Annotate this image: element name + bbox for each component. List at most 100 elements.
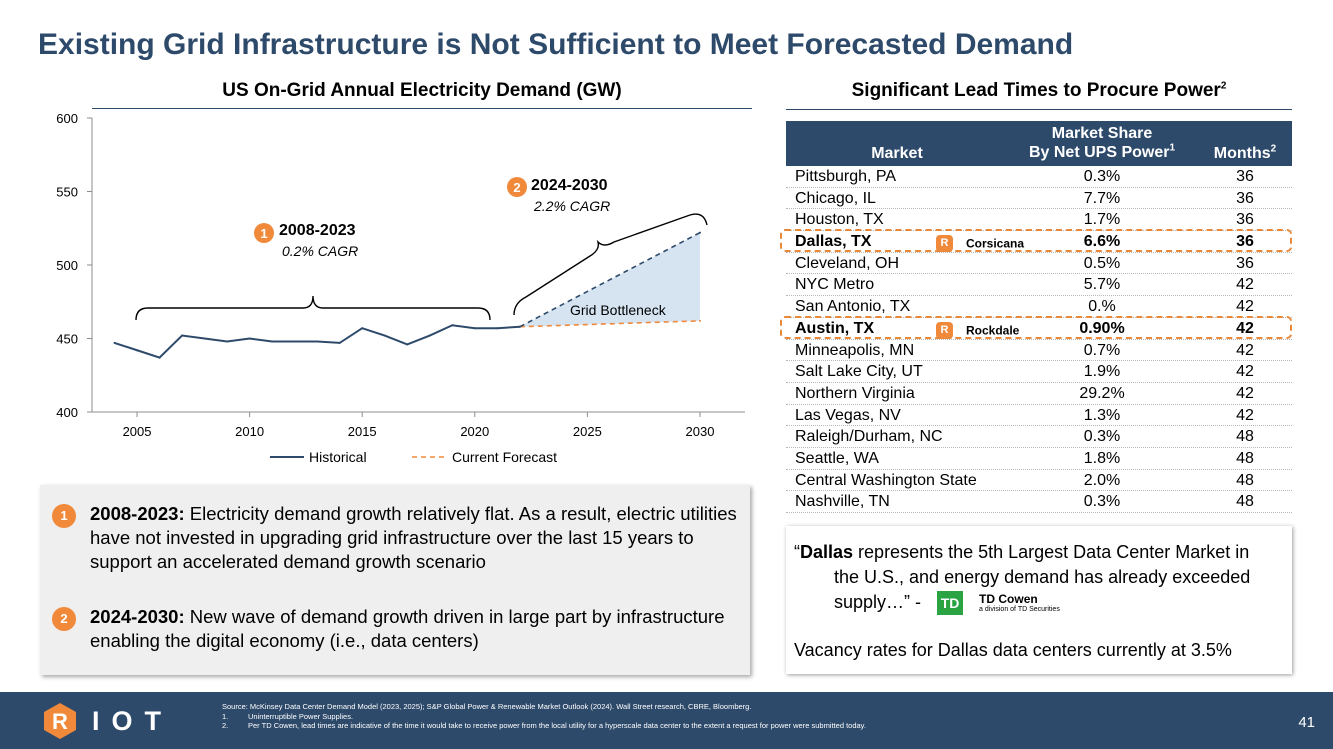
data-point: [698, 231, 701, 234]
badge-circle: [507, 177, 527, 197]
data-point: [203, 337, 206, 340]
cell-months: 42: [1236, 363, 1254, 381]
cell-share: 2.0%: [1083, 471, 1121, 489]
table-row: Salt Lake City, UT 1.9% 42: [786, 361, 1292, 383]
chart-title: US On-Grid Annual Electricity Demand (GW…: [222, 80, 622, 101]
annotation-2024-2030: 2024-2030: [531, 177, 608, 194]
badge-number: 2: [513, 180, 520, 195]
cell-share: 0.3%: [1083, 493, 1121, 511]
cell-market: Northern Virginia: [795, 384, 915, 402]
riot-hexagon-icon: R: [44, 703, 76, 739]
y-tick-label: 400: [56, 405, 78, 420]
cell-share: 5.7%: [1083, 276, 1121, 294]
brace-2024-2030: [513, 213, 708, 316]
notes-panel: [40, 485, 750, 675]
x-tick-label: 2020: [460, 424, 489, 439]
cell-share: 29.2%: [1079, 384, 1125, 402]
note-2024-2030: 2 2024-2030: New wave of demand growth d…: [50, 605, 740, 653]
data-point: [383, 334, 386, 337]
data-point: [406, 343, 409, 346]
sources-footnotes: Source: McKinsey Data Center Demand Mode…: [222, 702, 866, 731]
cell-share: 1.8%: [1083, 449, 1121, 467]
data-point: [473, 327, 476, 330]
cell-share: 1.9%: [1083, 363, 1121, 381]
brace-2008-2023: [135, 295, 491, 321]
badge-number: 1: [260, 226, 267, 241]
highlight-frame: [780, 229, 1292, 253]
table-row: San Antonio, TX 0.% 42: [786, 296, 1292, 318]
cell-months: 42: [1236, 319, 1254, 337]
source-line: Source: McKinsey Data Center Demand Mode…: [222, 702, 752, 711]
cell-market: Minneapolis, MN: [795, 341, 915, 359]
td-cowen-logo: TD Cowen a division of TD Securities: [979, 591, 1060, 613]
table-row: Central Washington State 2.0% 48: [786, 470, 1292, 492]
site-label: R Corsicana: [936, 233, 1024, 254]
cell-market: Las Vegas, NV: [795, 406, 901, 424]
table-row: Houston, TX 1.7% 36: [786, 209, 1292, 232]
riot-site-icon: R: [936, 322, 953, 340]
data-point: [428, 334, 431, 337]
table-row: Austin, TX R Rockdale 0.90% 42: [780, 315, 1292, 340]
footer-bar: R IOT Source: McKinsey Data Center Deman…: [0, 692, 1333, 749]
table-row: NYC Metro 5.7% 42: [786, 274, 1292, 297]
data-point: [496, 327, 499, 330]
series-line-2: [519, 231, 701, 328]
cell-share: 0.3%: [1083, 428, 1121, 446]
quote-panel: “Dallas represents the 5th Largest Data …: [786, 526, 1292, 674]
table-row: Seattle, WA 1.8% 48: [786, 448, 1292, 470]
cell-market: Houston, TX: [795, 211, 884, 229]
data-point: [338, 341, 341, 344]
cell-share: 6.6%: [1083, 233, 1121, 251]
cell-months: 42: [1236, 298, 1254, 316]
cell-market: Pittsburgh, PA: [795, 168, 897, 185]
cell-market: Chicago, IL: [795, 189, 876, 207]
x-tick-label: 2015: [348, 424, 377, 439]
demand-chart: 400 450 500 550 600 2005 2010 2015 2020 2025 2030 1…: [56, 111, 745, 465]
footnote-1: 1. Uninterruptible Power Supplies.: [222, 711, 354, 721]
cell-months: 36: [1236, 211, 1254, 229]
y-tick-label: 550: [56, 185, 78, 200]
cell-months: 42: [1236, 341, 1254, 359]
legend-historical: Historical: [309, 449, 367, 465]
table-row: Cleveland, OH 0.5% 36: [786, 253, 1292, 275]
cell-months: 48: [1236, 428, 1254, 446]
cell-months: 36: [1236, 233, 1254, 251]
note-2-heading: 2024-2030:: [90, 606, 185, 627]
cell-share: 0.3%: [1083, 168, 1121, 185]
riot-site-icon: R: [936, 235, 953, 253]
cell-market: Seattle, WA: [795, 449, 879, 467]
cell-market: Dallas, TX: [795, 233, 872, 251]
col-months: Months2: [1213, 143, 1277, 162]
data-point: [361, 327, 364, 330]
quote-dallas: Dallas: [800, 542, 854, 562]
cell-share: 0.5%: [1083, 254, 1121, 272]
y-tick-label: 600: [56, 111, 78, 126]
table-row: Nashville, TN 0.3% 48: [786, 491, 1292, 513]
data-point: [518, 325, 521, 328]
page-title: Existing Grid Infrastructure is Not Suff…: [38, 28, 1074, 61]
data-point: [698, 319, 701, 322]
td-logo-icon: TD: [937, 591, 964, 616]
cell-share: 1.3%: [1083, 406, 1121, 424]
table-row: Northern Virginia 29.2% 42: [786, 383, 1292, 405]
cell-months: 36: [1236, 168, 1254, 185]
y-tick-label: 450: [56, 332, 78, 347]
badge-1: 1: [52, 504, 76, 528]
data-point: [248, 337, 251, 340]
riot-wordmark: IOT: [92, 706, 173, 736]
table-row: Raleigh/Durham, NC 0.3% 48: [786, 426, 1292, 448]
badge-circle: [254, 223, 274, 243]
col-market: Market: [871, 145, 923, 162]
data-point: [136, 349, 139, 352]
cell-share: 1.7%: [1083, 211, 1121, 229]
data-point: [451, 324, 454, 327]
note-2-text: New wave of demand growth driven in larg…: [90, 606, 725, 651]
note-1-heading: 2008-2023:: [90, 503, 185, 524]
bottleneck-area: [519, 232, 700, 327]
chart-title-rule: [92, 108, 752, 109]
table-title: Significant Lead Times to Procure Power2: [851, 80, 1227, 101]
table-row: Minneapolis, MN 0.7% 42: [786, 340, 1292, 362]
x-tick-label: 2030: [686, 424, 715, 439]
cell-share: 0.%: [1088, 298, 1116, 316]
table-row: Chicago, IL 7.7% 36: [786, 188, 1292, 210]
